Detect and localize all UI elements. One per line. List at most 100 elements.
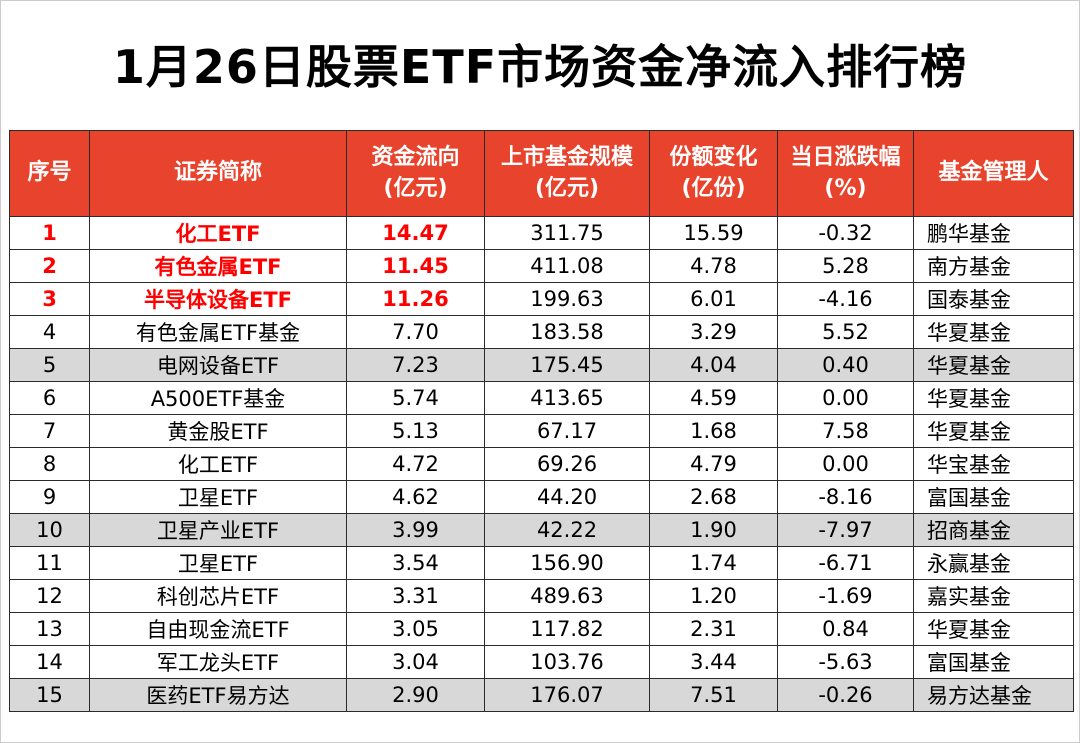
header-fund-scale: 上市基金规模 (亿元) xyxy=(484,129,650,217)
cell-daily-change: -1.69 xyxy=(777,578,914,613)
cell-security-name: 卫星ETF xyxy=(89,479,347,514)
cell-fund-scale: 413.65 xyxy=(484,380,650,415)
cell-share-change: 3.44 xyxy=(649,644,778,679)
cell-share-change: 15.59 xyxy=(649,215,778,250)
cell-share-change: 4.78 xyxy=(649,248,778,283)
etf-ranking-table: 序号 证券简称 资金流向 (亿元) 上市基金规模 (亿元) 份额变化 (亿份) … xyxy=(9,129,1074,712)
cell-fund-flow: 7.23 xyxy=(346,347,485,382)
cell-rank: 15 xyxy=(9,677,90,712)
table-row: 10 卫星产业ETF 3.99 42.22 1.90 -7.97 招商基金 xyxy=(9,512,1074,547)
table-row: 1 化工ETF 14.47 311.75 15.59 -0.32 鹏华基金 xyxy=(9,215,1074,250)
cell-fund-manager: 华夏基金 xyxy=(913,347,1074,382)
cell-rank: 12 xyxy=(9,578,90,613)
cell-fund-scale: 44.20 xyxy=(484,479,650,514)
cell-daily-change: -6.71 xyxy=(777,545,914,580)
cell-daily-change: 7.58 xyxy=(777,413,914,448)
cell-share-change: 1.20 xyxy=(649,578,778,613)
table-row: 11 卫星ETF 3.54 156.90 1.74 -6.71 永赢基金 xyxy=(9,545,1074,580)
cell-fund-manager: 南方基金 xyxy=(913,248,1074,283)
cell-fund-scale: 69.26 xyxy=(484,446,650,481)
cell-rank: 10 xyxy=(9,512,90,547)
cell-fund-manager: 国泰基金 xyxy=(913,281,1074,316)
cell-fund-manager: 永赢基金 xyxy=(913,545,1074,580)
cell-daily-change: -0.26 xyxy=(777,677,914,712)
cell-share-change: 2.68 xyxy=(649,479,778,514)
table-row: 4 有色金属ETF基金 7.70 183.58 3.29 5.52 华夏基金 xyxy=(9,314,1074,349)
cell-fund-manager: 易方达基金 xyxy=(913,677,1074,712)
cell-fund-scale: 489.63 xyxy=(484,578,650,613)
header-rank: 序号 xyxy=(9,129,90,217)
cell-rank: 14 xyxy=(9,644,90,679)
cell-share-change: 4.59 xyxy=(649,380,778,415)
cell-share-change: 1.68 xyxy=(649,413,778,448)
cell-daily-change: -4.16 xyxy=(777,281,914,316)
cell-rank: 5 xyxy=(9,347,90,382)
cell-fund-scale: 176.07 xyxy=(484,677,650,712)
cell-rank: 9 xyxy=(9,479,90,514)
cell-share-change: 1.74 xyxy=(649,545,778,580)
cell-daily-change: -5.63 xyxy=(777,644,914,679)
table-body: 1 化工ETF 14.47 311.75 15.59 -0.32 鹏华基金 2 有色金属ETF 1… xyxy=(9,215,1074,712)
cell-fund-flow: 11.26 xyxy=(346,281,485,316)
table-row: 5 电网设备ETF 7.23 175.45 4.04 0.40 华夏基金 xyxy=(9,347,1074,382)
cell-share-change: 3.29 xyxy=(649,314,778,349)
cell-share-change: 2.31 xyxy=(649,611,778,646)
page-title: 1月26日股票ETF市场资金净流入排行榜 xyxy=(112,40,968,94)
cell-security-name: 化工ETF xyxy=(89,446,347,481)
cell-fund-manager: 华夏基金 xyxy=(913,413,1074,448)
cell-share-change: 4.04 xyxy=(649,347,778,382)
cell-fund-scale: 156.90 xyxy=(484,545,650,580)
table-header-row: 序号 证券简称 资金流向 (亿元) 上市基金规模 (亿元) 份额变化 (亿份) … xyxy=(9,129,1074,217)
cell-security-name: 半导体设备ETF xyxy=(89,281,347,316)
cell-fund-flow: 4.72 xyxy=(346,446,485,481)
cell-share-change: 4.79 xyxy=(649,446,778,481)
cell-security-name: 卫星产业ETF xyxy=(89,512,347,547)
cell-fund-flow: 7.70 xyxy=(346,314,485,349)
cell-security-name: 科创芯片ETF xyxy=(89,578,347,613)
cell-fund-manager: 鹏华基金 xyxy=(913,215,1074,250)
table-row: 6 A500ETF基金 5.74 413.65 4.59 0.00 华夏基金 xyxy=(9,380,1074,415)
cell-rank: 7 xyxy=(9,413,90,448)
cell-fund-manager: 富国基金 xyxy=(913,479,1074,514)
header-security-name: 证券简称 xyxy=(89,129,347,217)
cell-fund-manager: 招商基金 xyxy=(913,512,1074,547)
cell-fund-scale: 199.63 xyxy=(484,281,650,316)
cell-fund-flow: 3.54 xyxy=(346,545,485,580)
cell-fund-manager: 华宝基金 xyxy=(913,446,1074,481)
cell-fund-flow: 5.13 xyxy=(346,413,485,448)
cell-security-name: 医药ETF易方达 xyxy=(89,677,347,712)
cell-security-name: 有色金属ETF xyxy=(89,248,347,283)
header-daily-change: 当日涨跌幅 (%) xyxy=(777,129,914,217)
cell-daily-change: 5.52 xyxy=(777,314,914,349)
cell-daily-change: -8.16 xyxy=(777,479,914,514)
cell-daily-change: 0.00 xyxy=(777,446,914,481)
cell-fund-manager: 华夏基金 xyxy=(913,380,1074,415)
cell-fund-flow: 14.47 xyxy=(346,215,485,250)
table-row: 9 卫星ETF 4.62 44.20 2.68 -8.16 富国基金 xyxy=(9,479,1074,514)
table-row: 13 自由现金流ETF 3.05 117.82 2.31 0.84 华夏基金 xyxy=(9,611,1074,646)
table-row: 2 有色金属ETF 11.45 411.08 4.78 5.28 南方基金 xyxy=(9,248,1074,283)
table-row: 3 半导体设备ETF 11.26 199.63 6.01 -4.16 国泰基金 xyxy=(9,281,1074,316)
cell-security-name: A500ETF基金 xyxy=(89,380,347,415)
cell-rank: 8 xyxy=(9,446,90,481)
cell-fund-scale: 42.22 xyxy=(484,512,650,547)
cell-rank: 4 xyxy=(9,314,90,349)
table-row: 7 黄金股ETF 5.13 67.17 1.68 7.58 华夏基金 xyxy=(9,413,1074,448)
cell-fund-manager: 华夏基金 xyxy=(913,611,1074,646)
cell-fund-scale: 117.82 xyxy=(484,611,650,646)
cell-share-change: 7.51 xyxy=(649,677,778,712)
cell-rank: 13 xyxy=(9,611,90,646)
cell-fund-scale: 175.45 xyxy=(484,347,650,382)
table-row: 14 军工龙头ETF 3.04 103.76 3.44 -5.63 富国基金 xyxy=(9,644,1074,679)
cell-fund-flow: 3.05 xyxy=(346,611,485,646)
cell-security-name: 化工ETF xyxy=(89,215,347,250)
cell-security-name: 自由现金流ETF xyxy=(89,611,347,646)
table-row: 8 化工ETF 4.72 69.26 4.79 0.00 华宝基金 xyxy=(9,446,1074,481)
cell-share-change: 1.90 xyxy=(649,512,778,547)
cell-daily-change: 5.28 xyxy=(777,248,914,283)
cell-security-name: 黄金股ETF xyxy=(89,413,347,448)
cell-fund-flow: 3.31 xyxy=(346,578,485,613)
cell-fund-scale: 67.17 xyxy=(484,413,650,448)
cell-daily-change: -7.97 xyxy=(777,512,914,547)
table-row: 15 医药ETF易方达 2.90 176.07 7.51 -0.26 易方达基金 xyxy=(9,677,1074,712)
